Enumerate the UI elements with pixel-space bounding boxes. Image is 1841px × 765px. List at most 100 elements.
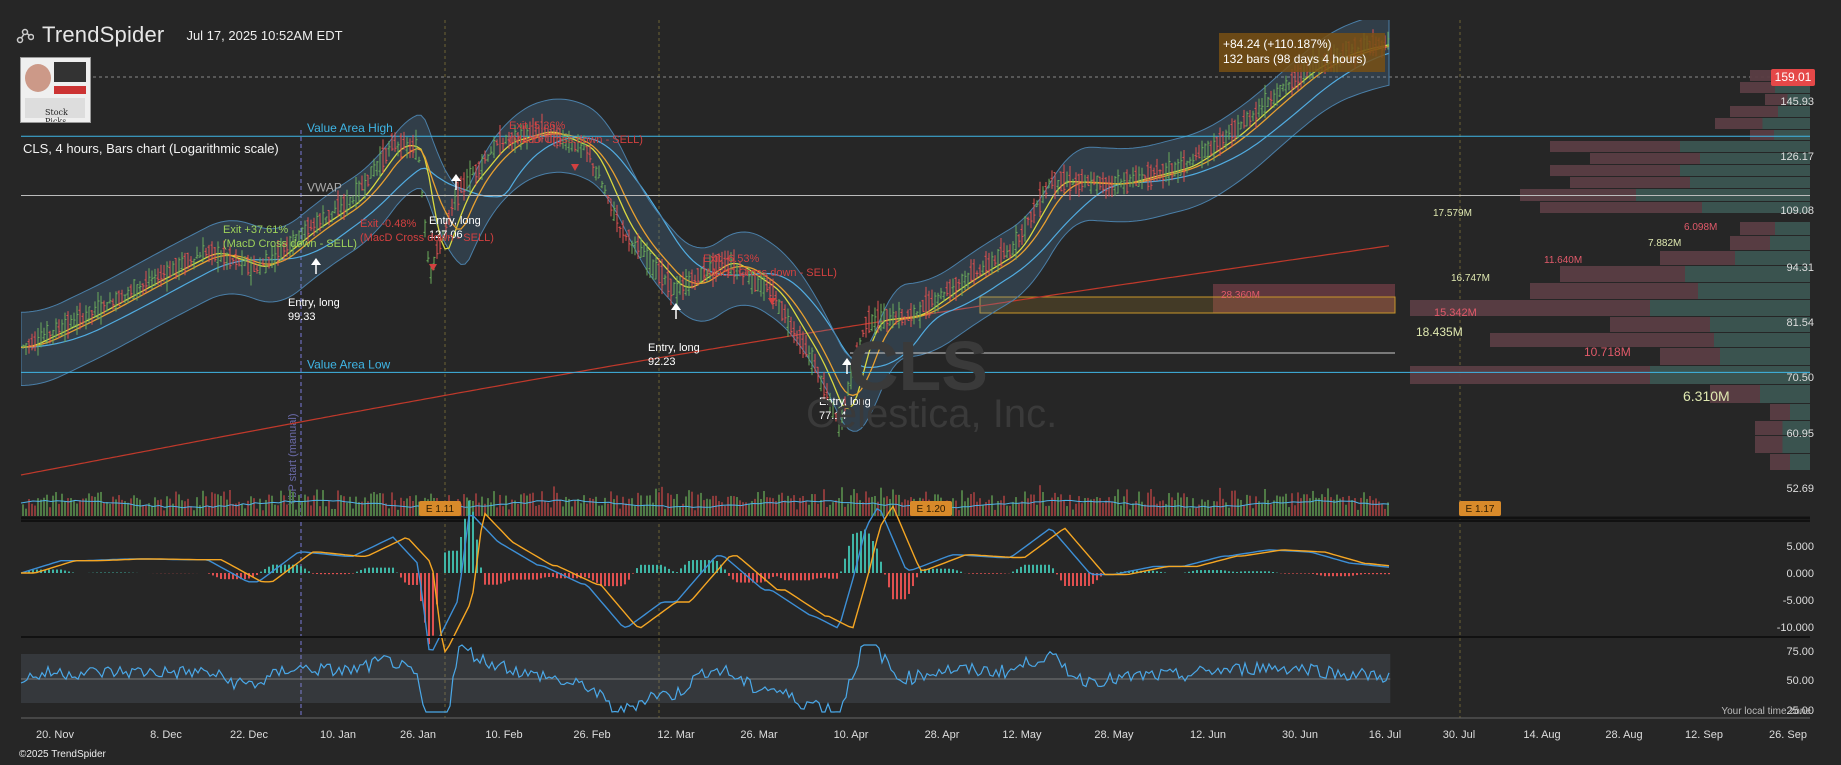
volume-bar	[1270, 504, 1272, 516]
volume-bar	[1033, 494, 1035, 516]
exit-arrow-head	[768, 298, 776, 305]
rsi-tick-label: 25.00	[1786, 705, 1814, 717]
volume-bar	[1387, 502, 1389, 516]
volume-bar	[85, 498, 87, 516]
volume-bar	[784, 500, 786, 516]
volume-bar	[40, 499, 42, 516]
volume-bar	[1021, 501, 1023, 516]
volume-bar	[166, 496, 168, 516]
trade-label: Exit -0.48%	[360, 218, 416, 230]
volume-bar	[583, 495, 585, 516]
volume-bar	[730, 495, 732, 516]
volume-bar	[889, 499, 891, 516]
volume-bar	[64, 501, 66, 516]
volume-bar	[760, 498, 762, 516]
volume-bar	[1048, 505, 1050, 516]
volume-bar	[829, 504, 831, 516]
volume-bar	[691, 491, 693, 516]
volume-bar	[46, 494, 48, 516]
volume-bar	[1375, 498, 1377, 516]
volume-bar	[1378, 501, 1380, 516]
x-tick-label: 28. Aug	[1605, 729, 1642, 741]
volume-bar	[1339, 498, 1341, 516]
x-tick-label: 20. Nov	[36, 729, 74, 741]
volume-bar	[1228, 507, 1230, 516]
volume-bar	[1303, 494, 1305, 516]
volume-bar	[1135, 501, 1137, 516]
vp-label: 7.882M	[1648, 238, 1681, 249]
volume-bar	[688, 490, 690, 516]
volume-bar	[376, 494, 378, 516]
volume-bar	[229, 490, 231, 516]
volume-bar	[826, 507, 828, 516]
volume-bar	[301, 501, 303, 516]
vp-sell-bar	[1530, 283, 1698, 299]
volume-bar	[1129, 509, 1131, 516]
volume-bar	[67, 498, 69, 516]
vp-buy-bar	[1650, 300, 1810, 316]
volume-bar	[409, 496, 411, 516]
volume-bar	[595, 496, 597, 516]
volume-bar	[136, 497, 138, 516]
volume-bar	[157, 500, 159, 516]
volume-bar	[637, 492, 639, 516]
measure-tooltip[interactable]: +84.24 (+110.187%) 132 bars (98 days 4 h…	[1219, 33, 1385, 72]
volume-bar	[1114, 496, 1116, 516]
volume-bar	[769, 497, 771, 516]
x-tick-label: 10. Apr	[834, 729, 869, 741]
stock-picks-thumbnail[interactable]: Stock Picks	[20, 57, 91, 123]
volume-bar	[1216, 501, 1218, 516]
vp-sell-bar	[1710, 385, 1760, 403]
trade-markers: Entry, long 99.33 Exit +37.61% (MacD Cross …	[223, 120, 871, 422]
volume-bar	[100, 491, 102, 516]
y-tick-label: 60.95	[1786, 428, 1814, 440]
vp-buy-bar	[1782, 436, 1810, 453]
volume-bar	[316, 489, 318, 516]
volume-bar	[592, 498, 594, 516]
vp-sell-bar	[1715, 118, 1763, 129]
volume-bar	[553, 486, 555, 516]
volume-bar	[979, 498, 981, 516]
vp-buy-bar	[1790, 454, 1810, 470]
vp-buy-bar	[1690, 177, 1810, 188]
volume-bar	[628, 498, 630, 516]
volume-bar	[283, 495, 285, 516]
volume-bar	[202, 490, 204, 516]
volume-bar	[964, 501, 966, 516]
volume-bar	[523, 493, 525, 516]
volume-bar	[127, 502, 129, 516]
x-tick-label: 26. Sep	[1769, 729, 1807, 741]
volume-bar	[1189, 508, 1191, 516]
volume-bar	[148, 503, 150, 516]
chart-title[interactable]: CLS, 4 hours, Bars chart (Logarithmic sc…	[23, 141, 279, 156]
volume-bar	[856, 493, 858, 516]
volume-bar	[997, 501, 999, 516]
volume-bar	[955, 500, 957, 516]
volume-bar	[370, 493, 372, 516]
volume-bar	[1315, 497, 1317, 516]
volume-bar	[298, 494, 300, 516]
volume-bar	[991, 495, 993, 516]
volume-bar	[28, 499, 30, 516]
timestamp: Jul 17, 2025 10:52AM EDT	[186, 27, 343, 43]
volume-bar	[700, 492, 702, 516]
volume-bar	[328, 500, 330, 516]
watermark-company: Celestica, Inc.	[806, 392, 1058, 436]
volume-bar	[985, 502, 987, 516]
volume-bar	[1336, 494, 1338, 516]
entry-arrow-head	[671, 303, 681, 310]
volume-bar	[1174, 500, 1176, 516]
brand-name[interactable]: TrendSpider	[42, 22, 165, 47]
timezone-label[interactable]: Your local time zone	[1721, 706, 1811, 717]
volume-bar	[520, 494, 522, 516]
volume-bar	[241, 503, 243, 516]
volume-bar	[1294, 505, 1296, 516]
volume-bar	[853, 489, 855, 516]
volume-bar	[802, 495, 804, 516]
vp-label: 28.360M	[1221, 290, 1260, 301]
volume-bar	[358, 502, 360, 516]
vp-highlight-band	[1213, 284, 1395, 313]
volume-bar	[1300, 498, 1302, 516]
volume-bar	[1213, 501, 1215, 516]
